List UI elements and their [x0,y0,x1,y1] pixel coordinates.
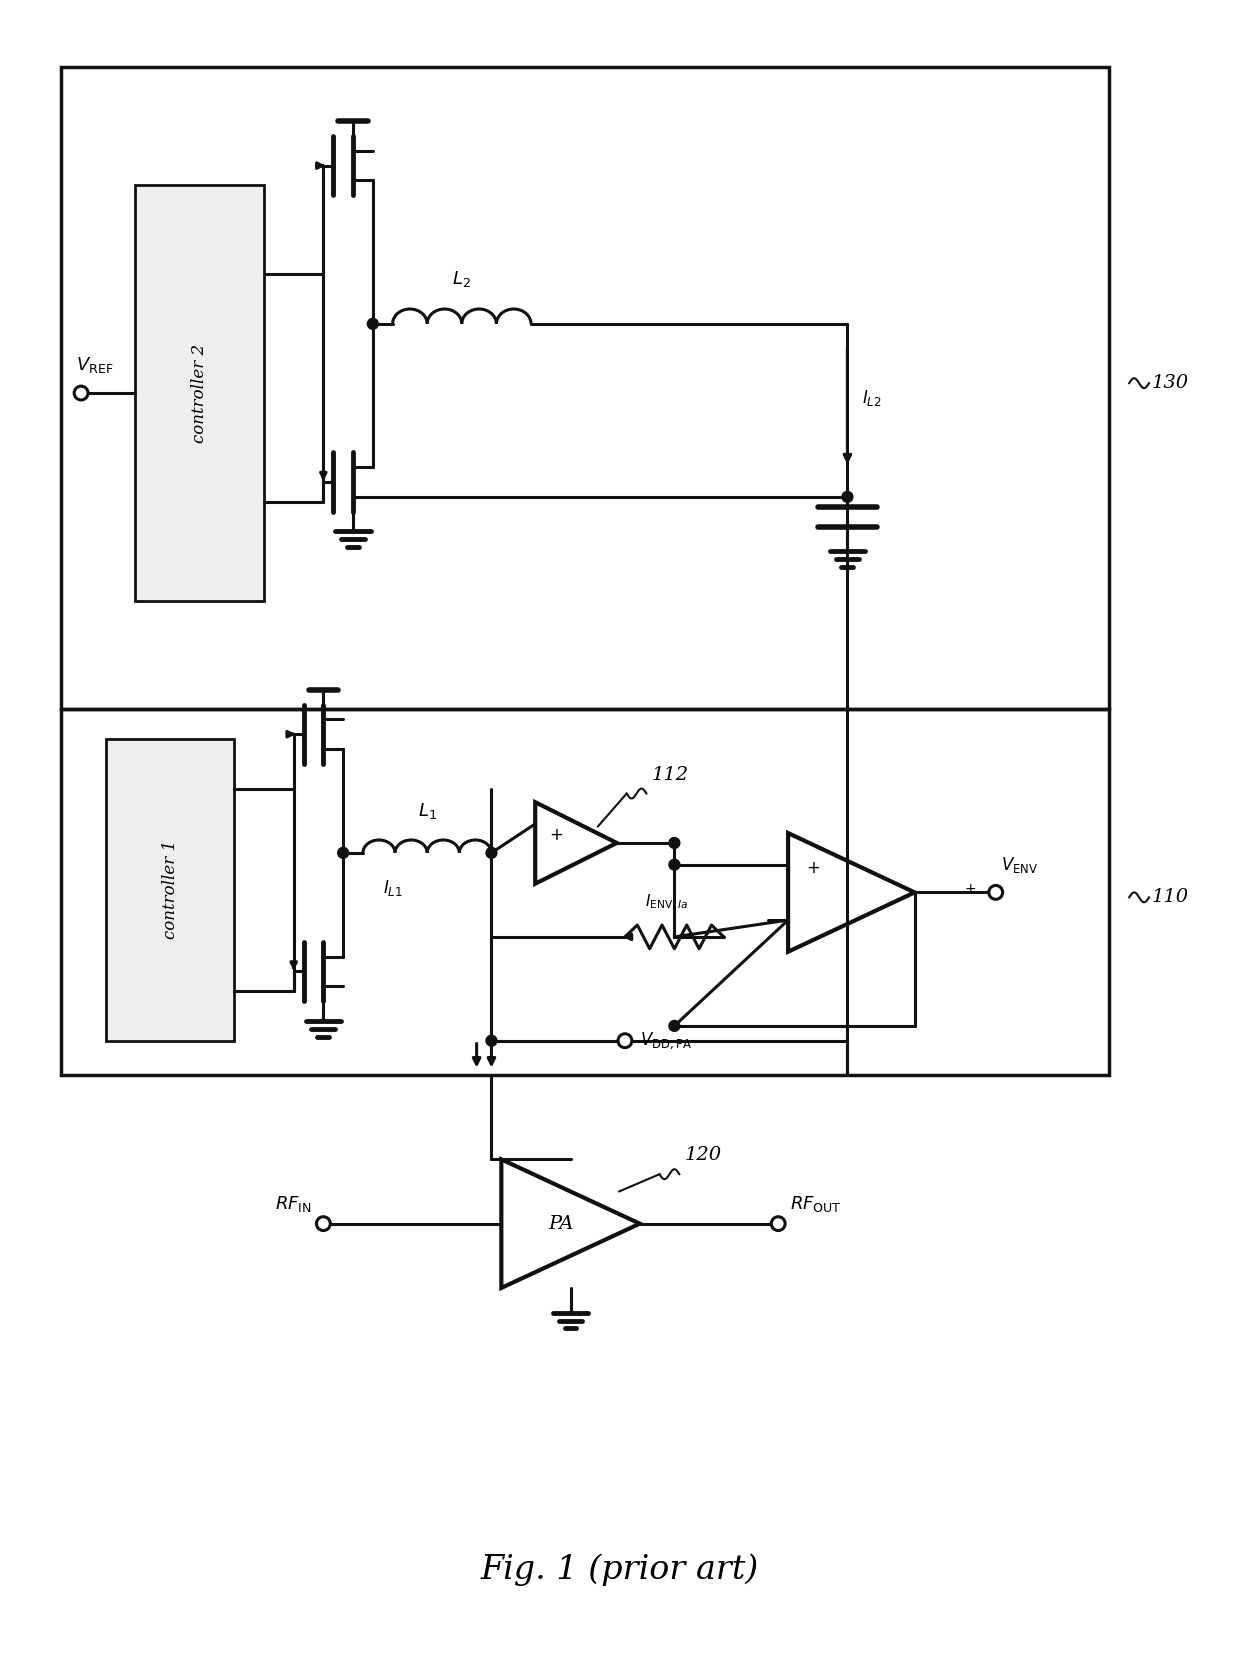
Text: 130: 130 [1152,374,1189,393]
Text: +: + [806,859,820,876]
Text: PA: PA [548,1215,573,1233]
Circle shape [842,492,853,502]
Circle shape [337,847,348,857]
Circle shape [367,319,378,329]
Bar [135,185,264,601]
Circle shape [668,1020,680,1032]
Circle shape [618,1034,632,1047]
Bar [105,738,234,1040]
Circle shape [486,847,497,857]
Text: $L_1$: $L_1$ [418,800,436,821]
Circle shape [74,386,88,399]
Text: $V_{\rm ENV}$: $V_{\rm ENV}$ [1001,854,1038,874]
Circle shape [988,886,1003,899]
Circle shape [316,1217,330,1230]
Text: 112: 112 [651,765,688,784]
Circle shape [668,859,680,871]
Text: $I_{L2}$: $I_{L2}$ [862,388,882,408]
Bar [61,710,1110,1076]
Text: controller 1: controller 1 [161,841,179,940]
Text: $V_{{\rm DD},{\rm PA}}$: $V_{{\rm DD},{\rm PA}}$ [640,1030,692,1050]
Bar [61,67,1110,710]
Text: $I_{L1}$: $I_{L1}$ [383,878,403,898]
Text: $L_2$: $L_2$ [453,268,471,289]
Text: +: + [549,826,563,844]
Text: +: + [965,883,976,896]
Text: $RF_{\rm IN}$: $RF_{\rm IN}$ [275,1193,311,1213]
Circle shape [668,837,680,849]
Text: $RF_{\rm OUT}$: $RF_{\rm OUT}$ [790,1193,842,1213]
Text: 110: 110 [1152,888,1189,906]
Text: controller 2: controller 2 [191,344,208,443]
Text: $V_{\rm REF}$: $V_{\rm REF}$ [76,356,114,376]
Text: Fig. 1 (prior art): Fig. 1 (prior art) [481,1554,759,1586]
Circle shape [486,1035,497,1045]
Text: $I_{{\rm ENV},Ia}$: $I_{{\rm ENV},Ia}$ [645,893,688,913]
Circle shape [771,1217,785,1230]
Text: 120: 120 [684,1146,722,1165]
